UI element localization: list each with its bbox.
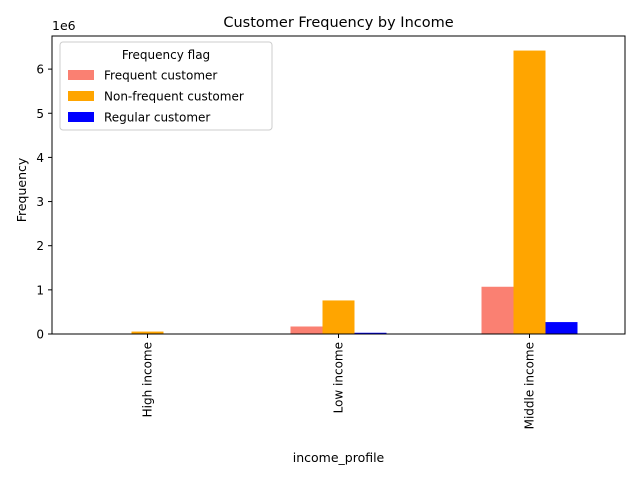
legend-label-2: Regular customer [104, 111, 210, 125]
x-axis-label: income_profile [293, 450, 385, 465]
y-axis-scale-label: 1e6 [52, 18, 76, 33]
legend-swatch-2 [68, 112, 94, 122]
bars-group [99, 50, 578, 335]
y-tick-label: 2 [36, 239, 44, 253]
legend-label-0: Frequent customer [104, 69, 217, 83]
y-tick-label: 6 [36, 63, 44, 77]
x-tick-label: Middle income [523, 342, 537, 429]
y-tick-label: 3 [36, 195, 44, 209]
bar-1-0 [131, 331, 164, 334]
x-tick-label: Low income [332, 342, 346, 413]
bar-2-2 [545, 322, 578, 334]
y-tick-label: 0 [36, 328, 44, 342]
x-tick-label: High income [141, 342, 155, 417]
legend-title: Frequency flag [122, 48, 210, 62]
bar-2-1 [354, 332, 387, 334]
legend-box [59, 41, 273, 131]
y-tick-label: 5 [36, 107, 44, 121]
bar-0-2 [481, 286, 514, 334]
bar-1-2 [513, 50, 546, 335]
y-tick-label: 4 [36, 151, 44, 165]
legend-swatch-1 [68, 91, 94, 101]
axis-ticks: High income Low income Middle income 0 1 2 3 4 5… [36, 63, 536, 430]
y-tick-label: 1 [36, 283, 44, 297]
chart-title: Customer Frequency by Income [223, 15, 453, 31]
bar-0-1 [290, 326, 323, 334]
bar-1-1 [322, 300, 355, 334]
legend-swatch-0 [68, 70, 94, 80]
plot-area-frame [51, 35, 626, 335]
y-axis-label: Frequency [14, 157, 29, 222]
legend: Frequency flag Frequent customer Non-frequ… [59, 41, 273, 131]
legend-label-1: Non-frequent customer [104, 90, 244, 104]
